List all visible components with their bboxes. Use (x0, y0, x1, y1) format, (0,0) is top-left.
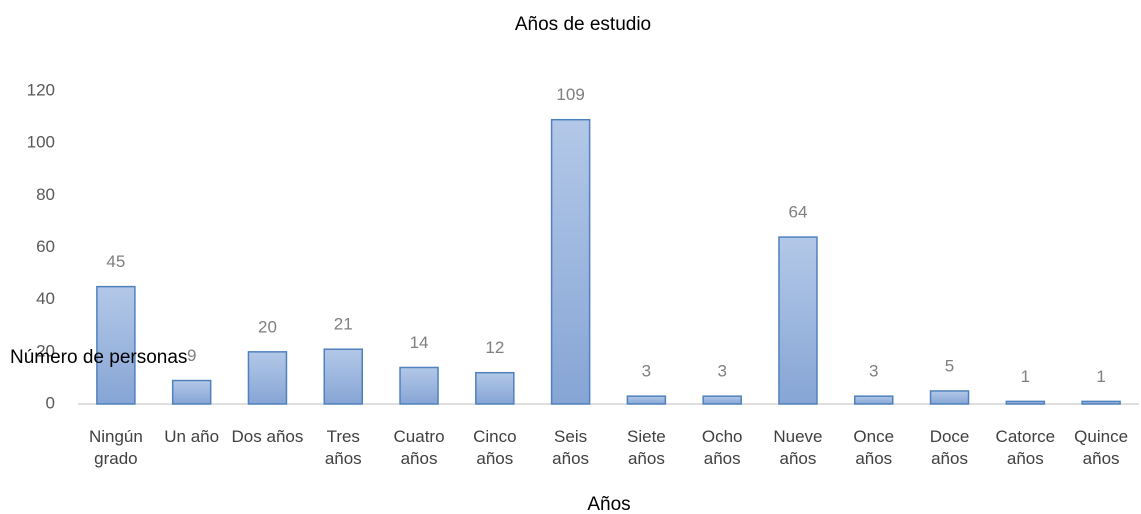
data-label: 14 (410, 333, 429, 352)
y-tick-label: 80 (36, 185, 55, 204)
bar (1081, 400, 1121, 405)
x-tick-label: Doce años (929, 427, 970, 468)
y-tick-label: 40 (36, 289, 55, 308)
x-tick-label: Nueve años (773, 427, 823, 468)
data-label: 12 (485, 338, 504, 357)
data-label: 9 (187, 346, 196, 365)
bar (778, 236, 818, 405)
bar (626, 395, 667, 405)
data-label: 21 (334, 315, 353, 334)
data-label: 1 (1096, 367, 1105, 386)
data-label: 5 (945, 356, 954, 375)
data-label: 20 (258, 317, 277, 336)
bar (323, 348, 363, 405)
bar (1005, 400, 1046, 405)
x-axis-title: Años (587, 494, 630, 514)
bar (929, 390, 970, 405)
bar (247, 351, 288, 405)
bar (702, 395, 742, 405)
y-tick-label: 20 (36, 341, 55, 360)
x-tick-label: Ningún grado (88, 427, 143, 468)
chart-title: Años de estudio (515, 14, 651, 35)
y-tick-label: 0 (46, 393, 55, 412)
data-label: 3 (869, 362, 878, 381)
bar (171, 379, 212, 405)
x-tick-label: Tres años (324, 427, 362, 468)
x-tick-label: Catorce años (995, 427, 1056, 468)
bar (475, 371, 515, 405)
x-tick-label: Cuatro años (393, 427, 445, 468)
bar (399, 366, 439, 405)
data-label: 3 (717, 362, 726, 381)
x-tick-label: Cinco años (473, 427, 517, 468)
x-tick-label: Once años (853, 427, 895, 468)
data-label: 64 (789, 203, 808, 222)
x-tick-label: Seis años (552, 427, 590, 468)
data-label: 45 (106, 252, 125, 271)
data-label: 1 (1021, 367, 1030, 386)
x-tick-label: Dos años (231, 427, 304, 446)
y-tick-label: 60 (36, 237, 55, 256)
x-tick-label: Ocho años (701, 427, 743, 468)
bar (854, 395, 894, 405)
y-axis-title: Número de personas (10, 347, 187, 368)
data-label: 109 (556, 85, 584, 104)
y-tick-label: 120 (27, 80, 55, 99)
x-tick-label: Siete años (627, 427, 666, 468)
bar (550, 118, 591, 405)
x-tick-label: Quince años (1074, 427, 1129, 468)
x-tick-label: Un año (164, 427, 220, 446)
data-label: 3 (642, 362, 651, 381)
y-tick-label: 100 (27, 133, 55, 152)
bar (96, 285, 136, 405)
